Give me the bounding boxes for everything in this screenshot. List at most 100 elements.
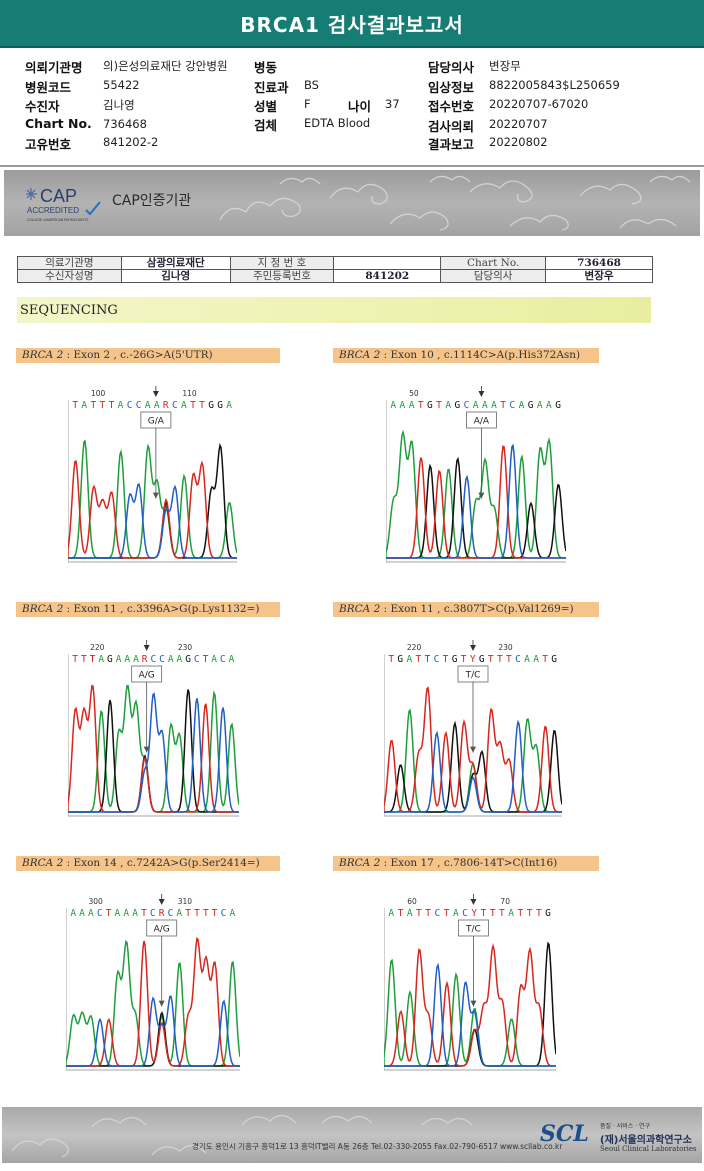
cap-logo: CAP ACCREDITED COLLEGE of AMERICAN PATHO… <box>25 180 106 224</box>
base-call: T <box>212 908 218 919</box>
base-call: T <box>109 400 115 411</box>
label-physician: 담당의사 <box>428 60 475 75</box>
lab-name: (재)서울의과학연구소 <box>600 1135 692 1146</box>
base-call: T <box>536 908 542 919</box>
base-call: C <box>150 654 156 665</box>
base-call: C <box>159 654 165 665</box>
position-label: 310 <box>178 897 193 906</box>
scl-logo: SCL <box>540 1121 589 1147</box>
patient-info-table: 의료기관명 삼광의료재단 지 정 번 호 Chart No. 736468 수신… <box>17 256 653 283</box>
table-cell: 지 정 번 호 <box>229 256 335 270</box>
base-call: A <box>81 400 87 411</box>
base-call: G <box>545 908 551 919</box>
base-call: A <box>519 400 525 411</box>
base-call: A <box>176 908 182 919</box>
table-cell: 841202 <box>333 269 442 283</box>
base-call: T <box>527 908 533 919</box>
value-physician: 변장무 <box>489 59 521 73</box>
variant-description: : Exon 17 , c.7806-14T>C(Int16) <box>380 857 558 869</box>
base-call: A <box>145 400 151 411</box>
base-call: T <box>481 908 487 919</box>
base-call: A <box>124 654 130 665</box>
base-call: A <box>524 654 530 665</box>
base-call: T <box>461 654 467 665</box>
value-clinical-info: 8822005843$L250659 <box>489 78 620 92</box>
genotype-call: G/A <box>148 417 165 427</box>
variant-label-3: BRCA 2 : Exon 11 , c.3396A>G(p.Lys1132=) <box>16 602 280 617</box>
variant-description: : Exon 14 , c.7242A>G(p.Ser2414=) <box>63 857 260 869</box>
value-requesting-institution: 의)은성의료재단 강안병원 <box>103 59 228 73</box>
variant-label-5: BRCA 2 : Exon 14 , c.7242A>G(p.Ser2414=) <box>16 856 280 871</box>
chromatogram-svg: 50A A A T G T A G C A A A T C A G A A GA/A <box>386 386 566 563</box>
variant-label-6: BRCA 2 : Exon 17 , c.7806-14T>C(Int16) <box>333 856 599 871</box>
base-call: C <box>150 908 156 919</box>
base-call: C <box>464 400 470 411</box>
position-label: 60 <box>407 897 417 906</box>
base-call: T <box>190 400 196 411</box>
variant-label-1: BRCA 2 : Exon 2 , c.-26G>A(5'UTR) <box>16 348 280 363</box>
base-call: T <box>203 654 209 665</box>
report-title: BRCA1 검사결과보고서 <box>240 12 464 37</box>
label-accession-no: 접수번호 <box>428 99 475 114</box>
base-call: C <box>168 908 174 919</box>
table-cell: Chart No. <box>440 256 547 270</box>
lab-name-english: Seoul Clinical Laboratories <box>600 1145 697 1153</box>
trace-A <box>386 429 566 559</box>
chromatogram-svg: 60 70A T A T T C T A C Y T T T A T T T GT/C <box>384 894 556 1071</box>
sequencing-label: SEQUENCING <box>20 302 118 318</box>
base-call: C <box>136 400 142 411</box>
table-row: 수신자성명 김나영 주민등록번호 841202 담당의사 변장우 <box>17 269 653 283</box>
position-label: 110 <box>182 389 197 398</box>
variant-label-2: BRCA 2 : Exon 10 , c.1114C>A(p.His372Asn… <box>333 348 599 363</box>
cloud-pattern-decoration <box>219 175 691 231</box>
cap-college-text: COLLEGE of AMERICAN PATHOLOGISTS <box>27 218 88 222</box>
label-ward: 병동 <box>254 60 278 75</box>
base-call: T <box>506 654 512 665</box>
label-clinical-info: 임상정보 <box>428 80 475 95</box>
base-call: T <box>398 908 404 919</box>
base-call: T <box>81 654 87 665</box>
genotype-call: T/C <box>465 671 481 681</box>
position-label: 220 <box>90 643 105 652</box>
position-label: 300 <box>88 897 103 906</box>
position-label: 100 <box>91 389 106 398</box>
label-request-date: 검사의뢰 <box>428 119 475 134</box>
base-call: T <box>499 908 505 919</box>
base-call: T <box>106 908 112 919</box>
trace-C <box>66 995 240 1067</box>
cap-accredited-text: ACCREDITED <box>27 206 79 215</box>
trace-A <box>68 684 239 813</box>
base-call: G <box>107 654 113 665</box>
base-call: T <box>425 908 431 919</box>
value-report-date: 20220802 <box>489 135 548 149</box>
base-call: G <box>479 654 485 665</box>
value-unique-no: 841202-2 <box>103 135 159 149</box>
base-call: A <box>123 908 129 919</box>
chromatogram-6: 60 70 A T A T T C T A C Y T T T A T T T G T/C <box>384 894 556 1072</box>
base-call: A <box>79 908 85 919</box>
position-label: 220 <box>407 643 422 652</box>
table-cell: 수신자성명 <box>17 269 122 283</box>
trace-C <box>68 692 239 813</box>
table-cell: 담당의사 <box>440 269 547 283</box>
base-call: T <box>418 400 424 411</box>
base-call: G <box>452 654 458 665</box>
base-call: C <box>515 654 521 665</box>
base-call: G <box>397 654 403 665</box>
base-call: C <box>462 908 468 919</box>
base-call: T <box>416 654 422 665</box>
header-divider <box>0 165 704 167</box>
base-call: T <box>388 654 394 665</box>
trace-G <box>386 456 566 559</box>
label-sex: 성별 <box>254 99 278 114</box>
base-call: Y <box>470 654 476 665</box>
sequencing-section-bar: SEQUENCING <box>17 297 651 323</box>
base-call: T <box>72 654 78 665</box>
base-call: T <box>90 400 96 411</box>
base-call: C <box>194 654 200 665</box>
table-cell <box>333 256 442 270</box>
label-patient: 수진자 <box>25 99 60 114</box>
